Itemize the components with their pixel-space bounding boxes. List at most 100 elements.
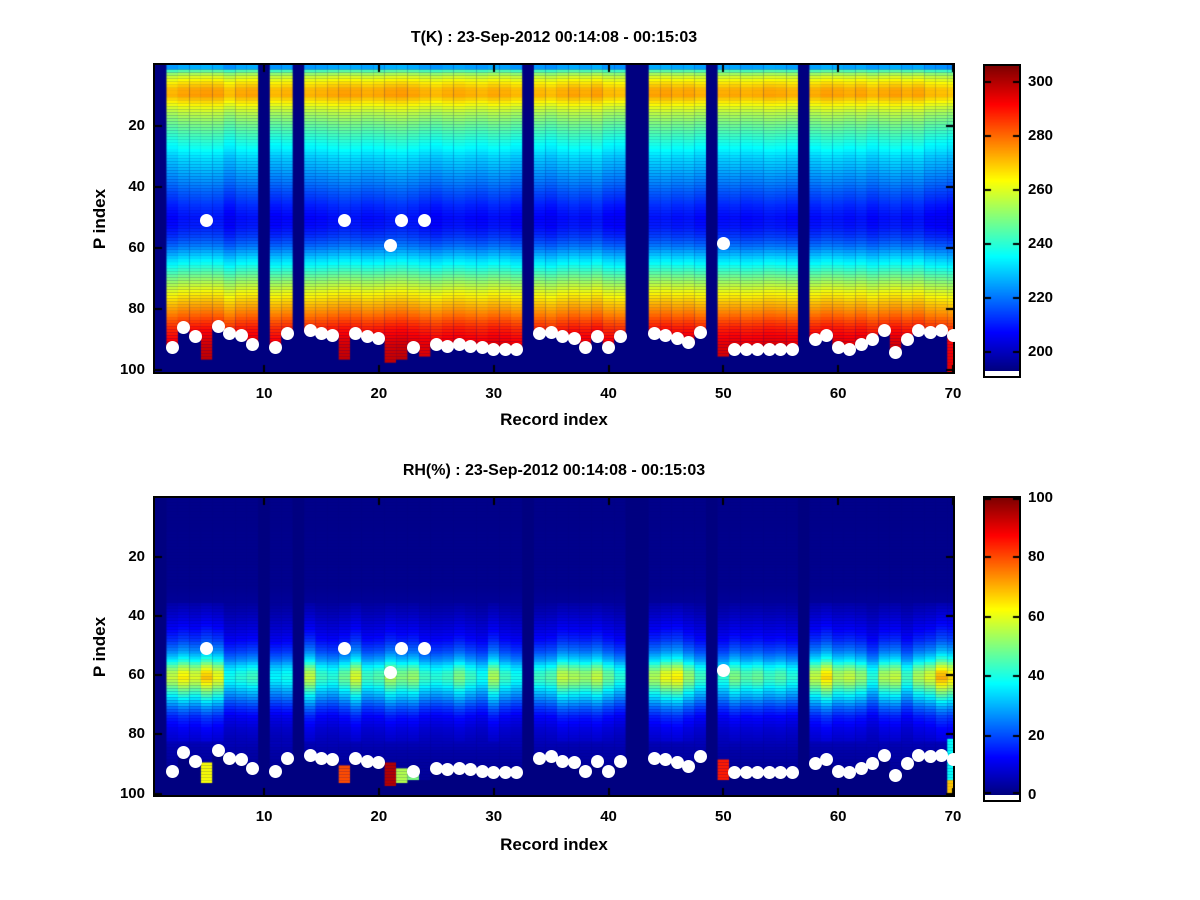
temperature-colorbar-canvas (985, 66, 1019, 371)
surface-marker (808, 757, 822, 771)
surface-marker (923, 325, 937, 339)
surface-marker (441, 339, 455, 353)
surface-marker (177, 745, 191, 759)
bottom-plot-area (153, 496, 955, 797)
top-x-axis-label: Record index (500, 410, 608, 429)
surface-marker (406, 764, 420, 778)
surface-marker (372, 331, 386, 345)
surface-marker (877, 324, 891, 338)
top-plot-title: T(K) : 23-Sep-2012 00:14:08 - 00:15:03 (410, 29, 698, 46)
x-tick-label: 10 (255, 385, 273, 402)
x-tick-label: 60 (829, 385, 847, 402)
surface-marker (567, 755, 581, 769)
x-tick-label: 40 (600, 385, 617, 402)
surface-marker (751, 342, 765, 356)
surface-marker (785, 342, 799, 356)
surface-marker (487, 342, 501, 356)
surface-marker (579, 764, 593, 778)
top-colorbar (983, 64, 1021, 378)
y-tick-label: 100 (119, 784, 145, 802)
surface-marker (280, 327, 294, 341)
colorbar-tick-label: 60 (1028, 608, 1045, 625)
colorbar-tick-label: 260 (1028, 181, 1054, 198)
surface-marker (877, 748, 891, 762)
surface-marker (372, 755, 386, 769)
surface-marker (774, 766, 788, 780)
surface-marker (326, 753, 340, 767)
surface-marker (739, 766, 753, 780)
surface-marker (900, 757, 914, 771)
surface-marker (177, 321, 191, 335)
surface-marker (866, 333, 880, 347)
surface-marker (269, 341, 283, 355)
surface-marker (464, 763, 478, 777)
stray-marker (418, 642, 432, 656)
surface-marker (647, 751, 661, 765)
x-tick-label: 40 (600, 808, 617, 825)
surface-marker (739, 342, 753, 356)
surface-marker (590, 330, 604, 344)
surface-marker (406, 341, 420, 355)
y-tick-label: 20 (128, 548, 145, 566)
stray-marker (418, 214, 432, 228)
surface-marker (613, 754, 627, 768)
surface-marker (912, 324, 926, 338)
surface-marker (349, 327, 363, 341)
surface-marker (820, 328, 834, 342)
surface-marker (693, 325, 707, 339)
surface-marker (556, 754, 570, 768)
surface-marker (475, 764, 489, 778)
x-tick-label: 10 (255, 808, 273, 825)
surface-marker (946, 328, 960, 342)
surface-marker (762, 766, 776, 780)
surface-marker (602, 341, 616, 355)
x-tick-label: 60 (829, 808, 847, 825)
surface-marker (820, 753, 834, 767)
surface-marker (567, 331, 581, 345)
colorbar-tick-label: 280 (1028, 127, 1054, 144)
surface-marker (831, 341, 845, 355)
colorbar-tick-label: 20 (1028, 727, 1045, 744)
stray-marker (200, 642, 214, 656)
surface-marker (854, 761, 868, 775)
surface-marker (935, 324, 949, 338)
y-tick-label: 80 (128, 300, 145, 318)
surface-marker (246, 761, 260, 775)
surface-marker (912, 748, 926, 762)
surface-marker (843, 342, 857, 356)
surface-marker (234, 328, 248, 342)
y-tick-label: 40 (128, 607, 145, 625)
surface-marker (613, 330, 627, 344)
surface-marker (533, 327, 547, 341)
x-tick-label: 70 (944, 385, 962, 402)
stray-marker (200, 214, 214, 228)
surface-marker (647, 327, 661, 341)
surface-marker (360, 754, 374, 768)
surface-marker (670, 331, 684, 345)
surface-marker (314, 751, 328, 765)
surface-marker (211, 744, 225, 758)
surface-marker (510, 766, 524, 780)
surface-marker (452, 761, 466, 775)
surface-marker (234, 753, 248, 767)
top-plot-area (153, 63, 955, 374)
bottom-colorbar (983, 496, 1021, 802)
stray-marker (395, 214, 409, 228)
y-tick-label: 40 (128, 178, 145, 196)
surface-marker (498, 766, 512, 780)
colorbar-tick-label: 240 (1028, 235, 1054, 252)
stray-marker (337, 642, 351, 656)
surface-marker (693, 750, 707, 764)
humidity-heatmap-canvas (155, 498, 953, 795)
x-tick-label: 30 (485, 808, 503, 825)
surface-marker (900, 333, 914, 347)
surface-marker (498, 342, 512, 356)
surface-marker (728, 342, 742, 356)
surface-marker (188, 330, 202, 344)
surface-marker (682, 760, 696, 774)
stray-marker (716, 237, 730, 251)
surface-marker (602, 764, 616, 778)
bottom-plot-title: RH(%) : 23-Sep-2012 00:14:08 - 00:15:03 (402, 462, 706, 479)
y-tick-label: 20 (128, 117, 145, 135)
surface-marker (923, 750, 937, 764)
